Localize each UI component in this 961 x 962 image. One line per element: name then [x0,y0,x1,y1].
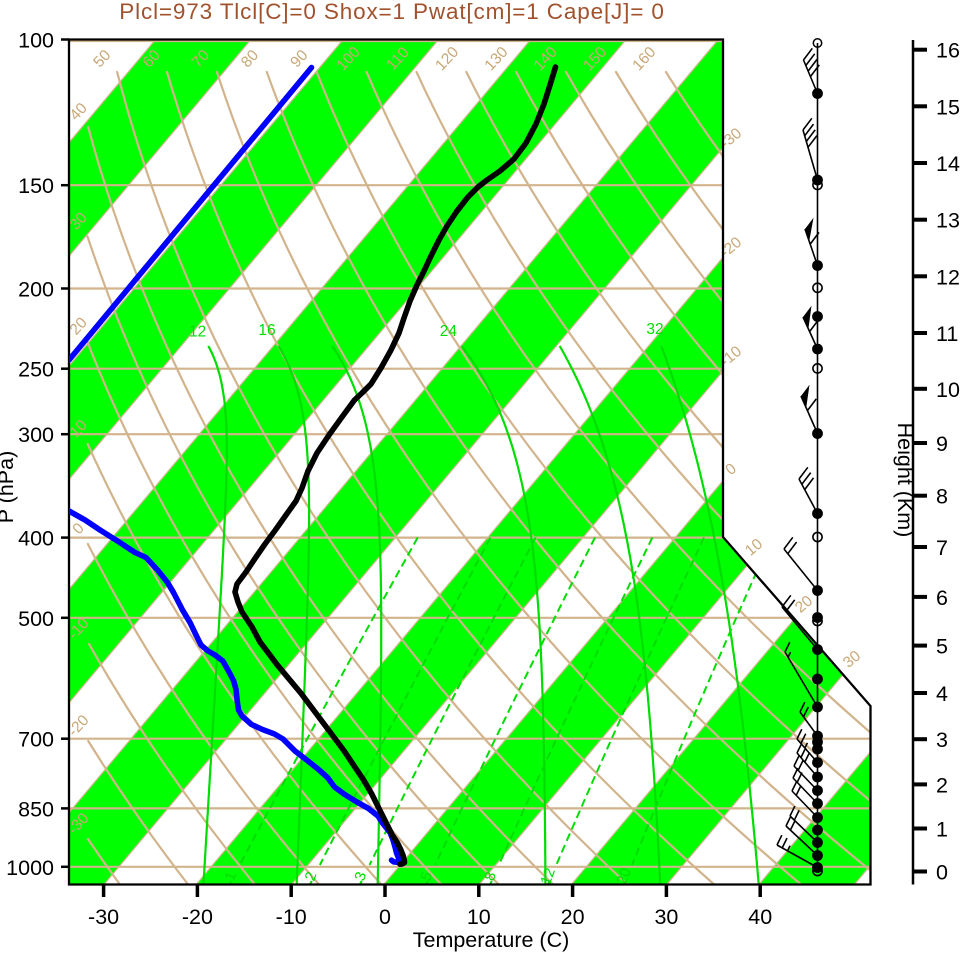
svg-text:8: 8 [936,485,948,509]
svg-text:1: 1 [936,818,948,842]
svg-text:Height (Km): Height (Km) [893,423,917,538]
svg-text:100: 100 [18,29,54,53]
svg-text:16: 16 [936,39,960,63]
svg-text:-30: -30 [88,905,119,929]
svg-text:Plcl=973 Tlcl[C]=0 Shox=1 Pwat: Plcl=973 Tlcl[C]=0 Shox=1 Pwat[cm]=1 Cap… [119,0,664,24]
svg-text:700: 700 [18,728,54,752]
svg-text:2: 2 [936,773,948,797]
svg-text:P (hPa): P (hPa) [0,451,18,524]
svg-text:13: 13 [936,209,960,233]
svg-text:-20: -20 [182,905,213,929]
svg-text:32: 32 [646,321,663,338]
svg-text:7: 7 [936,536,948,560]
svg-text:5: 5 [936,635,948,659]
svg-text:-10: -10 [276,905,307,929]
svg-text:11: 11 [936,322,958,346]
svg-text:1000: 1000 [6,856,54,880]
svg-text:400: 400 [18,527,54,551]
svg-text:0: 0 [936,861,948,885]
svg-text:20: 20 [561,905,585,929]
svg-text:15: 15 [936,95,960,119]
svg-text:Temperature (C): Temperature (C) [413,928,570,952]
svg-text:40: 40 [748,905,772,929]
svg-text:9: 9 [936,432,948,456]
svg-text:850: 850 [18,797,54,821]
svg-text:30: 30 [654,905,678,929]
svg-text:0: 0 [379,905,391,929]
svg-text:500: 500 [18,607,54,631]
svg-text:150: 150 [18,174,54,198]
svg-text:300: 300 [18,423,54,447]
svg-text:3: 3 [936,728,948,752]
svg-text:10: 10 [467,905,491,929]
svg-text:14: 14 [936,152,960,176]
svg-text:12: 12 [189,324,206,341]
svg-text:250: 250 [18,358,54,382]
svg-text:6: 6 [936,586,948,610]
svg-text:10: 10 [936,378,960,402]
svg-text:4: 4 [936,682,948,706]
svg-text:24: 24 [440,323,458,340]
svg-text:12: 12 [936,265,960,289]
svg-text:200: 200 [18,278,54,302]
svg-text:16: 16 [258,322,275,339]
